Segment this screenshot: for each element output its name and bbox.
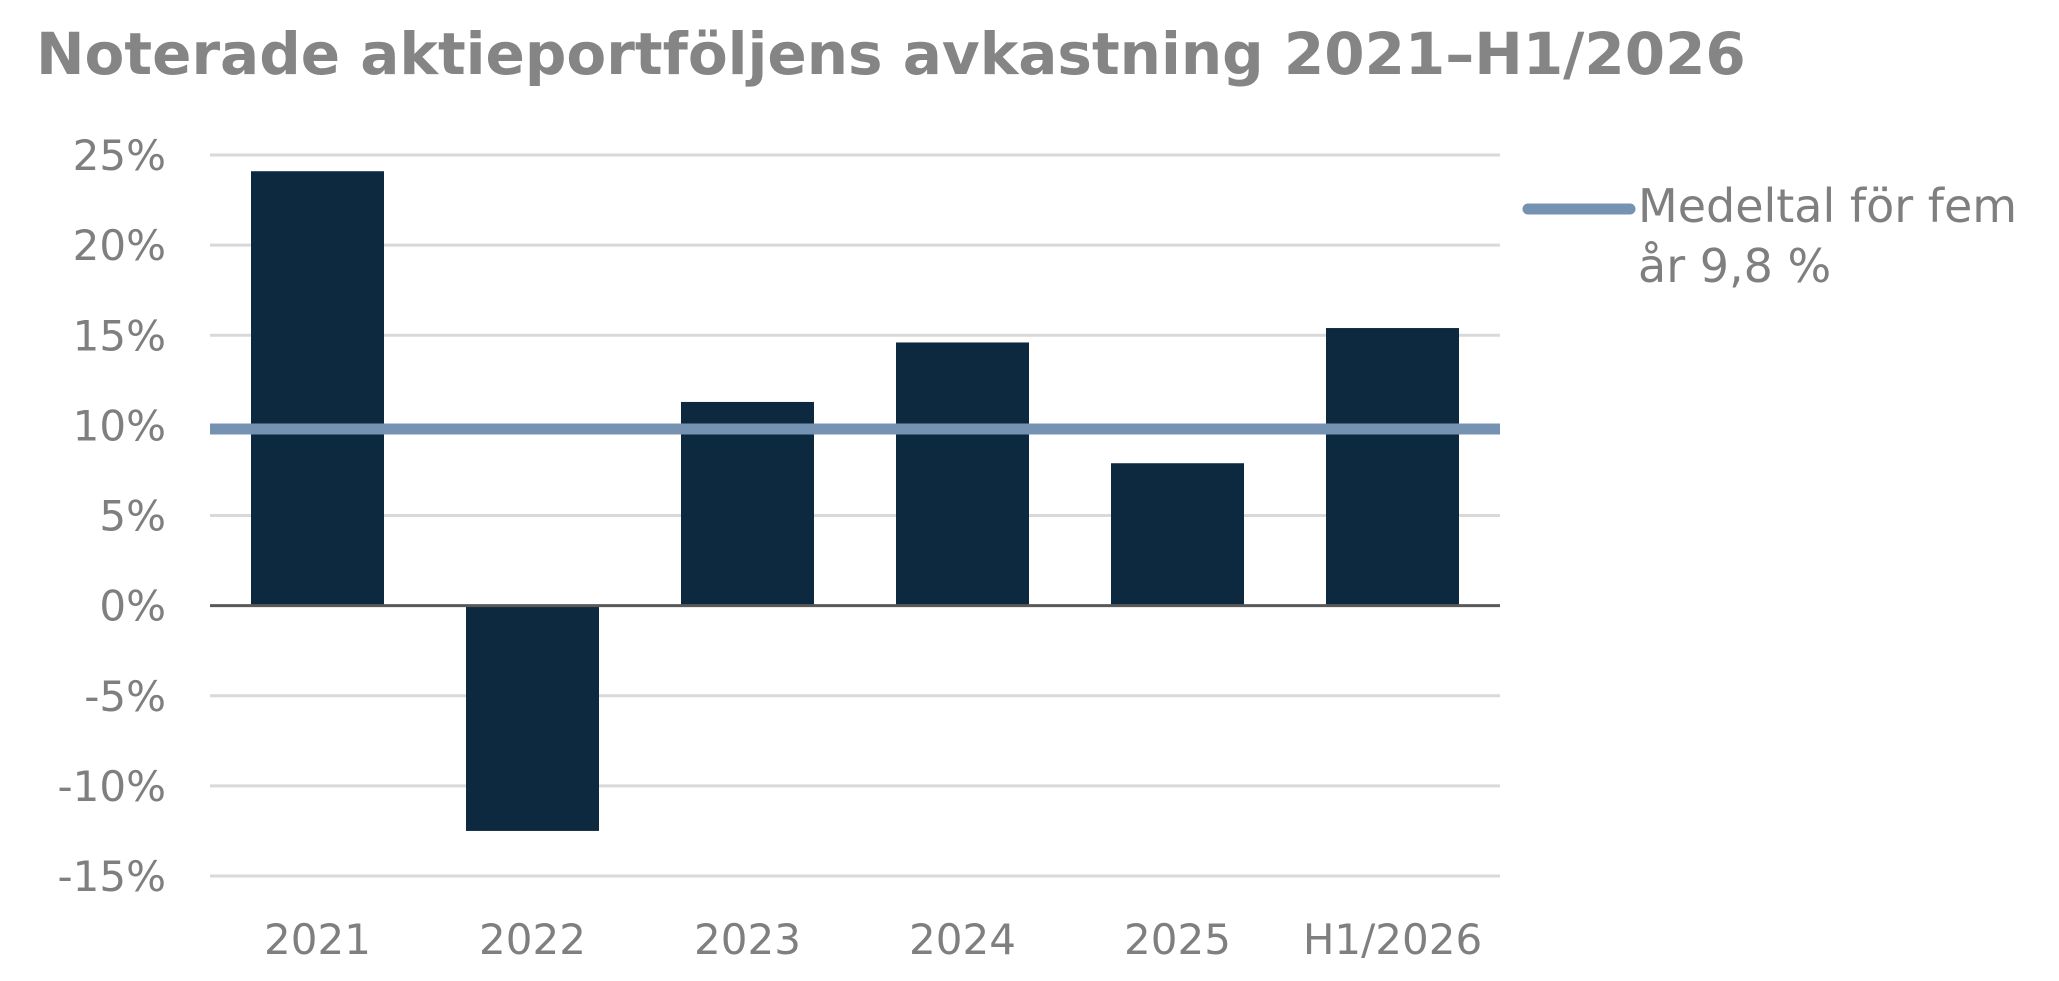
y-tick-label: -10% bbox=[57, 762, 166, 811]
legend-label: år 9,8 % bbox=[1638, 239, 1831, 293]
y-tick-labels: 25% 20% 15% 10% 5% 0% -5% -10% -15% bbox=[57, 131, 166, 901]
bar bbox=[466, 605, 599, 831]
y-tick-label: 25% bbox=[73, 131, 166, 180]
y-tick-label: 10% bbox=[73, 401, 166, 450]
x-tick-label: 2022 bbox=[479, 915, 586, 964]
legend: Medeltal för fem år 9,8 % bbox=[1522, 179, 2017, 293]
x-tick-label: 2023 bbox=[694, 915, 801, 964]
x-tick-label: 2024 bbox=[909, 915, 1016, 964]
bar bbox=[251, 171, 384, 606]
chart-title: Noterade aktieportföljens avkastning 202… bbox=[36, 20, 1746, 88]
bar bbox=[681, 401, 814, 606]
y-tick-label: -5% bbox=[84, 672, 166, 721]
legend-label: Medeltal för fem bbox=[1638, 179, 2017, 233]
x-tick-label: 2025 bbox=[1124, 915, 1231, 964]
y-tick-label: -15% bbox=[57, 852, 166, 901]
y-tick-label: 20% bbox=[73, 221, 166, 270]
x-tick-labels: 2021 2022 2023 2024 2025 H1/2026 bbox=[264, 915, 1482, 964]
y-tick-label: 0% bbox=[99, 582, 166, 631]
bar bbox=[896, 342, 1029, 606]
grid-layer bbox=[210, 153, 1500, 878]
x-tick-label: 2021 bbox=[264, 915, 371, 964]
bar-layer bbox=[251, 171, 1459, 831]
y-tick-label: 15% bbox=[73, 311, 166, 360]
x-tick-label: H1/2026 bbox=[1303, 915, 1482, 964]
bar bbox=[1111, 463, 1244, 606]
y-tick-label: 5% bbox=[99, 492, 166, 541]
bar bbox=[1326, 328, 1459, 606]
